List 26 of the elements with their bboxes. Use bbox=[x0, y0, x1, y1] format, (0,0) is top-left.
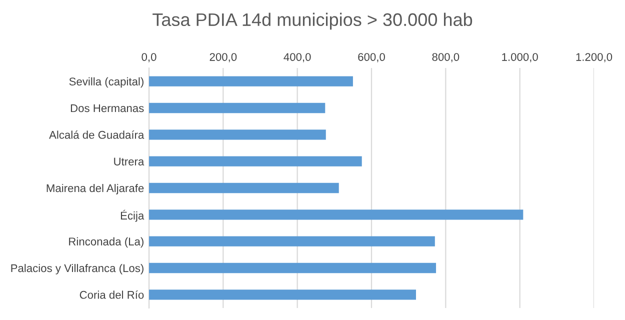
x-tick-label: 1.000,0 bbox=[502, 53, 538, 62]
bar bbox=[149, 182, 339, 194]
y-tick-label: Mairena del Aljarafe bbox=[46, 184, 144, 194]
x-tick-label: 800,0 bbox=[432, 53, 460, 62]
bar bbox=[149, 236, 435, 246]
chart-title: Tasa PDIA 14d municipios > 30.000 hab bbox=[152, 12, 472, 30]
bar bbox=[149, 76, 353, 86]
bar bbox=[149, 210, 524, 220]
y-tick-label: Alcalá de Guadaíra bbox=[49, 130, 144, 139]
x-tick-label: 1.200,0 bbox=[576, 53, 612, 62]
y-tick-label: Dos Hermanas bbox=[70, 104, 144, 112]
bar bbox=[149, 290, 416, 300]
y-tick-label: Sevilla (capital) bbox=[69, 77, 144, 88]
bar bbox=[149, 156, 362, 166]
bar bbox=[149, 102, 326, 114]
bar bbox=[149, 262, 436, 274]
y-tick-label: Coria del Río bbox=[80, 290, 144, 299]
y-tick-label: Palacios y Villafranca (Los) bbox=[11, 264, 144, 274]
y-tick-label: Rinconada (La) bbox=[69, 237, 144, 248]
x-tick-label: 200,0 bbox=[210, 53, 237, 62]
x-tick-label: 600,0 bbox=[358, 53, 385, 62]
bar bbox=[149, 130, 326, 140]
y-tick-label: Écija bbox=[120, 210, 144, 222]
y-tick-label: Utrera bbox=[114, 158, 144, 166]
x-tick-label: 400,0 bbox=[284, 53, 311, 62]
x-tick-label: 0,0 bbox=[142, 53, 156, 62]
